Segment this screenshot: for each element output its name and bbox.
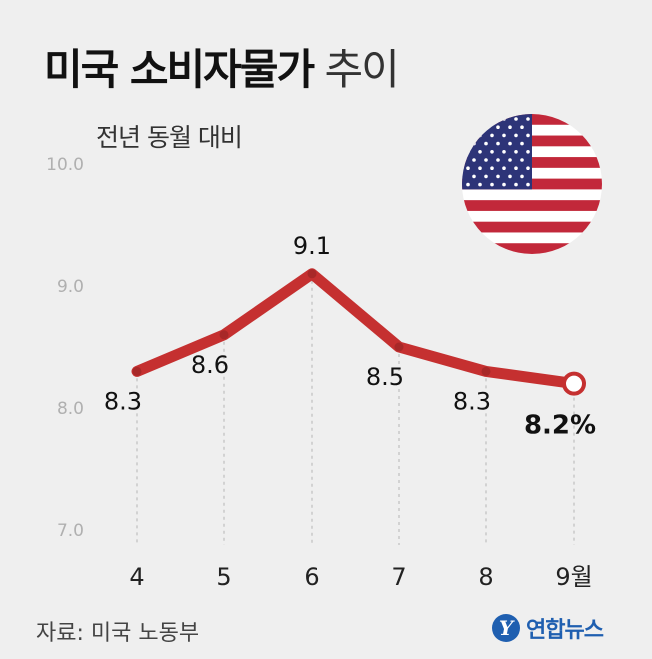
- x-tick-label: 8: [478, 563, 493, 591]
- y-tick-label: 7.0: [57, 521, 84, 541]
- x-tick-label: 4: [129, 563, 144, 591]
- x-tick-label: 5: [216, 563, 231, 591]
- yonhap-logo-mark: Y: [492, 614, 520, 642]
- data-point: [394, 342, 404, 352]
- data-label: 8.3: [453, 387, 491, 415]
- y-tick-label: 9.0: [57, 277, 84, 297]
- title-light: 추이: [324, 45, 399, 94]
- data-point: [132, 366, 142, 376]
- yonhap-logo-text: 연합뉴스: [526, 618, 604, 643]
- data-point: [481, 366, 491, 376]
- yonhap-logo: Y 연합뉴스: [492, 612, 604, 644]
- x-tick-label: 6: [304, 563, 319, 591]
- data-label: 8.5: [366, 363, 404, 391]
- source-note: 자료: 미국 노동부: [36, 621, 200, 646]
- x-tick-label: 7: [391, 563, 406, 591]
- x-tick-label: 9월: [555, 563, 592, 591]
- data-label: 8.6: [191, 351, 229, 379]
- title-bold: 미국 소비자물가: [44, 45, 315, 94]
- us-flag-icon: [462, 114, 602, 254]
- y-tick-label: 10.0: [46, 155, 84, 175]
- chart-subtitle: 전년 동월 대비: [96, 123, 243, 152]
- data-label: 8.3: [104, 387, 142, 415]
- data-label: 8.2%: [524, 411, 596, 441]
- series-line: [131, 268, 580, 390]
- data-point-highlight: [562, 371, 586, 396]
- data-point: [219, 330, 229, 340]
- chart-title: 미국 소비자물가 추이: [44, 36, 400, 97]
- data-label: 9.1: [293, 232, 331, 260]
- y-tick-label: 8.0: [57, 399, 84, 419]
- data-point: [307, 269, 317, 279]
